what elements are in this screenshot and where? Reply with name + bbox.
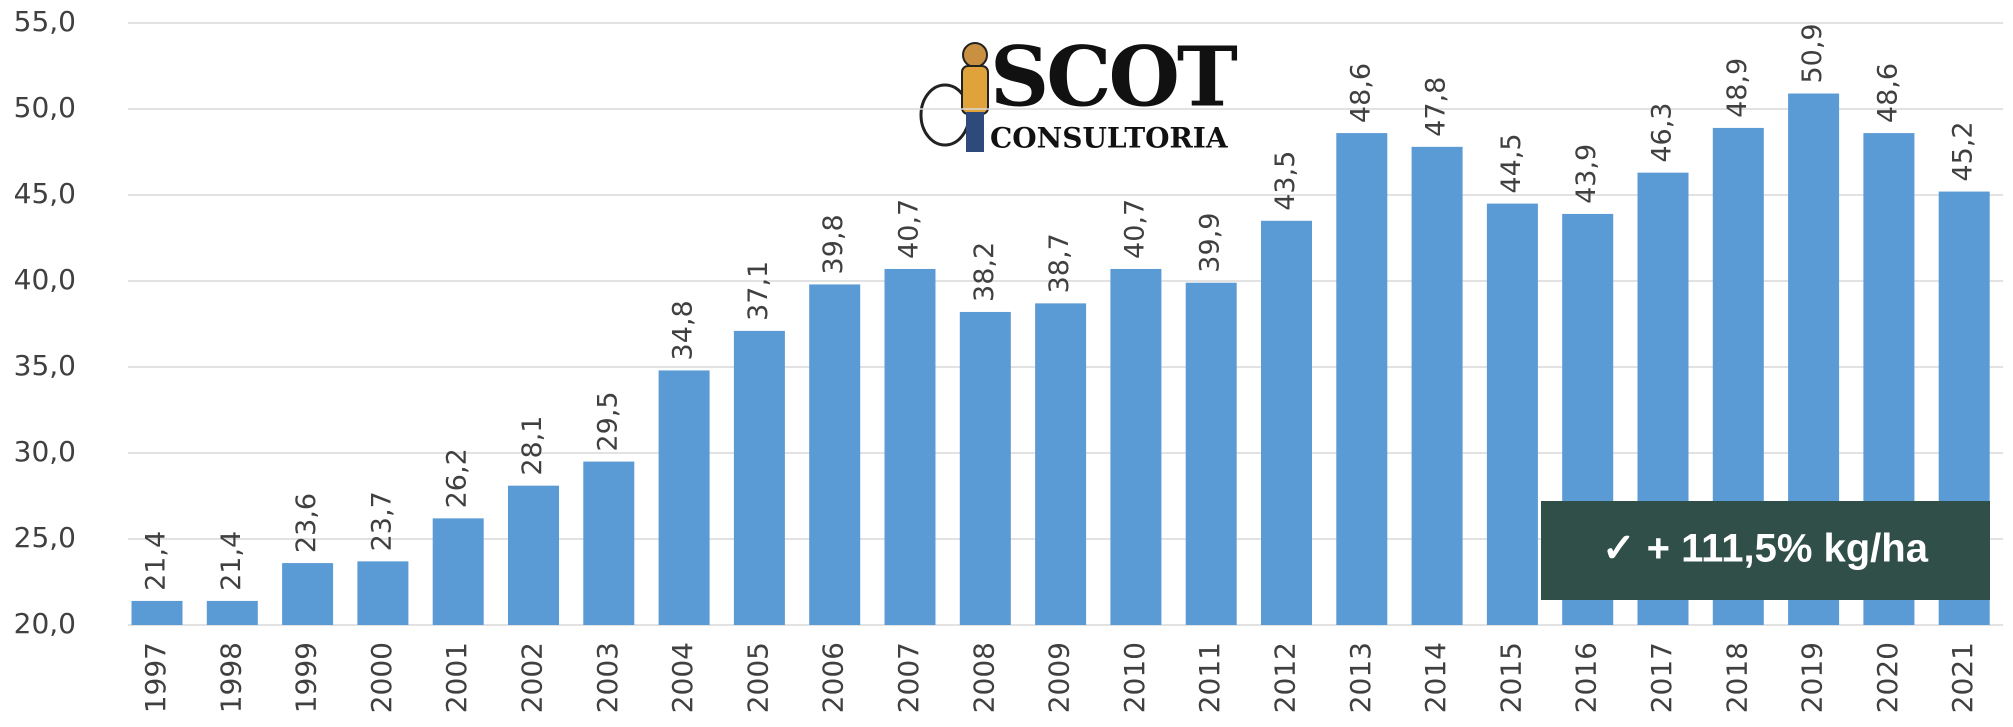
data-label: 50,9 <box>1797 23 1828 83</box>
bar <box>1487 204 1538 625</box>
bar <box>734 331 785 625</box>
x-tick-label: 2019 <box>1796 642 1829 713</box>
logo-title: SCOT <box>990 29 1238 125</box>
x-tick-label: 2020 <box>1871 642 1904 713</box>
logo-figure <box>966 112 984 152</box>
x-tick-label: 1997 <box>139 642 172 713</box>
x-tick-label: 2012 <box>1269 642 1302 713</box>
bar <box>1110 269 1161 625</box>
x-tick-label: 2010 <box>1118 642 1151 713</box>
y-tick-label: 30,0 <box>14 435 76 468</box>
data-label: 23,6 <box>291 493 322 553</box>
data-label: 28,1 <box>517 416 548 476</box>
x-tick-label: 2016 <box>1570 642 1603 713</box>
data-label: 45,2 <box>1948 121 1979 181</box>
data-label: 37,1 <box>743 261 774 321</box>
y-tick-label: 40,0 <box>14 263 76 296</box>
y-tick-label: 50,0 <box>14 91 76 124</box>
bar <box>1412 147 1463 625</box>
x-tick-label: 2014 <box>1419 642 1452 713</box>
data-label: 39,9 <box>1195 213 1226 273</box>
data-label: 48,9 <box>1722 58 1753 118</box>
bar <box>282 563 333 625</box>
x-tick-label: 2018 <box>1720 642 1753 713</box>
data-label: 43,9 <box>1571 144 1602 204</box>
x-tick-label: 2001 <box>440 642 473 713</box>
x-tick-label: 2017 <box>1645 642 1678 713</box>
data-label: 21,4 <box>216 531 247 591</box>
annotation-box: ✓ + 111,5% kg/ha <box>1541 501 1990 600</box>
data-label: 48,6 <box>1345 63 1376 123</box>
data-label: 47,8 <box>1421 77 1452 137</box>
x-tick-label: 2009 <box>1043 642 1076 713</box>
bar <box>885 269 936 625</box>
bar <box>809 284 860 625</box>
x-tick-label: 2015 <box>1494 642 1527 713</box>
data-label: 43,5 <box>1270 151 1301 211</box>
data-label: 23,7 <box>366 491 397 551</box>
x-tick-label: 2000 <box>365 642 398 713</box>
x-tick-label: 2004 <box>666 642 699 713</box>
bar <box>357 561 408 625</box>
data-label: 34,8 <box>668 300 699 360</box>
bar <box>1035 303 1086 625</box>
data-label: 46,3 <box>1647 103 1678 163</box>
y-tick-label: 25,0 <box>14 521 76 554</box>
data-label: 40,7 <box>894 199 925 259</box>
data-label: 38,2 <box>969 242 1000 302</box>
x-tick-label: 2013 <box>1344 642 1377 713</box>
bar <box>583 462 634 625</box>
data-label: 26,2 <box>442 448 473 508</box>
chart: SCOT CONSULTORIA 20,0 25,0 30,0 35,0 40,0 45,… <box>0 0 2013 727</box>
data-label: 38,7 <box>1044 233 1075 293</box>
data-label: 48,6 <box>1872 63 1903 123</box>
bar <box>1336 133 1387 625</box>
data-label: 44,5 <box>1496 133 1527 193</box>
annotation-text: ✓ + 111,5% kg/ha <box>1602 527 1929 571</box>
bar <box>960 312 1011 625</box>
logo-figure <box>962 66 988 114</box>
x-tick-label: 2002 <box>516 642 549 713</box>
data-label: 40,7 <box>1119 199 1150 259</box>
y-tick-label: 35,0 <box>14 349 76 382</box>
x-tick-label: 2021 <box>1946 642 1979 713</box>
x-tick-label: 1998 <box>214 642 247 713</box>
x-tick-label: 2005 <box>741 642 774 713</box>
x-tick-label: 2006 <box>817 642 850 713</box>
bar <box>508 486 559 625</box>
x-tick-label: 2007 <box>892 642 925 713</box>
x-tick-label: 2003 <box>591 642 624 713</box>
bar <box>1261 221 1312 625</box>
data-label: 29,5 <box>592 391 623 451</box>
x-tick-label: 1999 <box>290 642 323 713</box>
data-label: 39,8 <box>818 214 849 274</box>
logo-subtitle: CONSULTORIA <box>990 122 1229 155</box>
bar <box>207 601 258 625</box>
x-tick-label: 2011 <box>1193 642 1226 713</box>
logo-figure <box>963 43 987 67</box>
bar <box>659 370 710 625</box>
bar <box>132 601 183 625</box>
bar <box>1186 283 1237 625</box>
y-tick-label: 45,0 <box>14 177 76 210</box>
y-tick-label: 55,0 <box>14 5 76 38</box>
x-tick-label: 2008 <box>967 642 1000 713</box>
bar <box>433 518 484 625</box>
data-label: 21,4 <box>141 531 172 591</box>
logo: SCOT CONSULTORIA <box>921 29 1238 154</box>
y-tick-label: 20,0 <box>14 607 76 640</box>
